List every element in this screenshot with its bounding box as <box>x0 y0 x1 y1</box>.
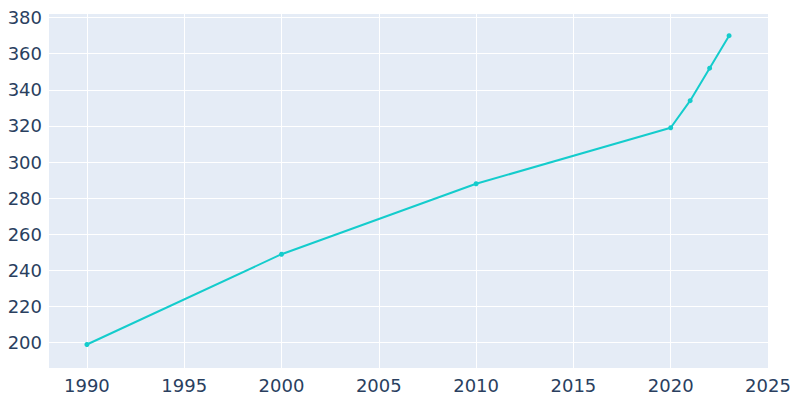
svg-text:260: 260 <box>8 224 42 245</box>
svg-text:380: 380 <box>8 7 42 28</box>
svg-text:280: 280 <box>8 188 42 209</box>
svg-text:2010: 2010 <box>453 375 499 396</box>
svg-text:340: 340 <box>8 79 42 100</box>
svg-text:200: 200 <box>8 332 42 353</box>
svg-text:2015: 2015 <box>550 375 596 396</box>
svg-text:1995: 1995 <box>161 375 207 396</box>
svg-text:2025: 2025 <box>745 375 791 396</box>
svg-text:2005: 2005 <box>356 375 402 396</box>
svg-text:1990: 1990 <box>64 375 110 396</box>
svg-text:320: 320 <box>8 115 42 136</box>
svg-text:360: 360 <box>8 43 42 64</box>
svg-text:220: 220 <box>8 296 42 317</box>
svg-text:2000: 2000 <box>259 375 305 396</box>
svg-text:300: 300 <box>8 152 42 173</box>
svg-text:240: 240 <box>8 260 42 281</box>
svg-text:2020: 2020 <box>648 375 694 396</box>
